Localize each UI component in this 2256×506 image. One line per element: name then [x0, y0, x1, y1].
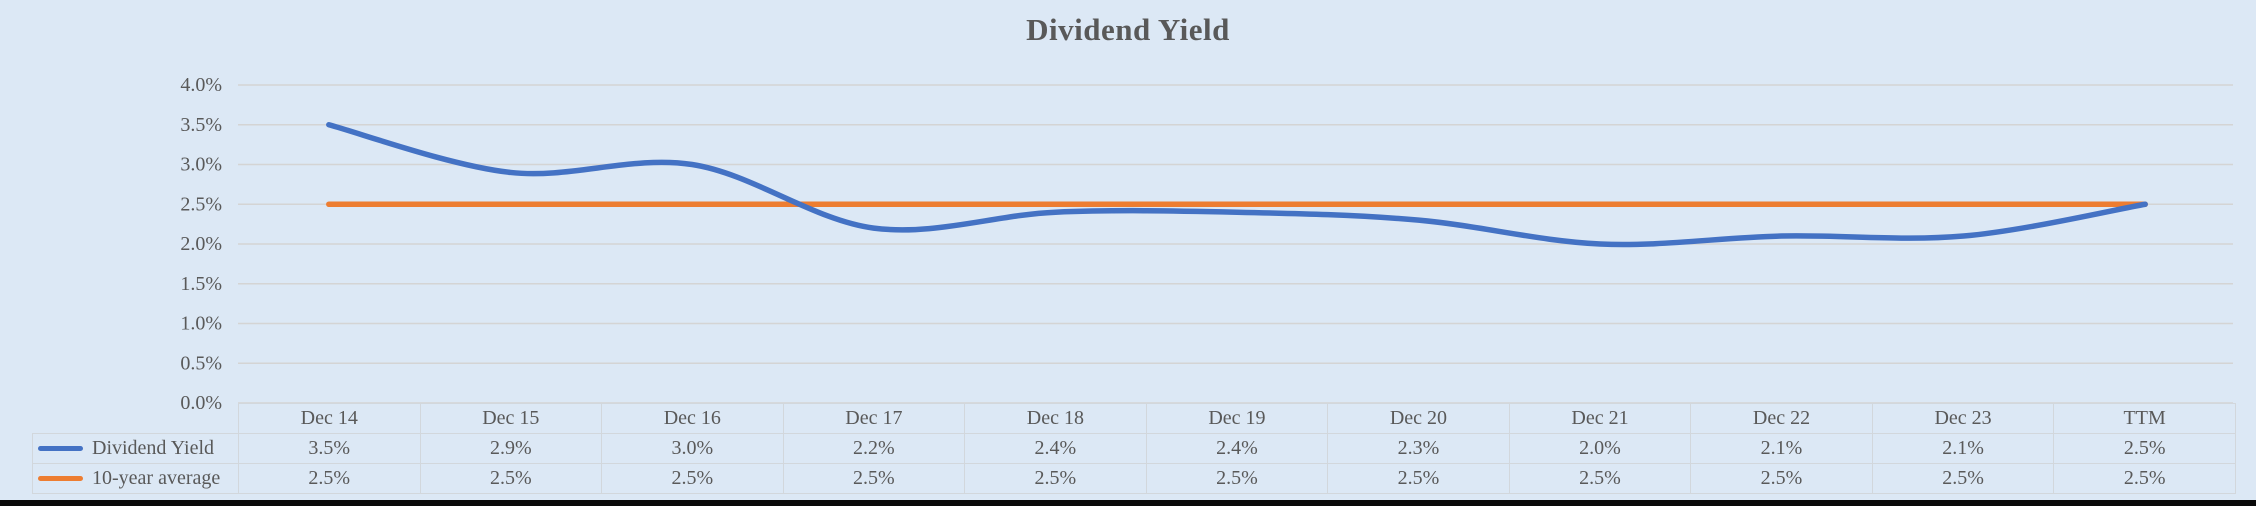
value-cell: 2.5%	[2053, 433, 2236, 464]
legend-header-blank-cell	[33, 404, 239, 434]
y-axis-tick-label: 2.0%	[180, 233, 222, 255]
column-header: Dec 21	[1508, 403, 1692, 434]
value-cell: 2.1%	[1871, 433, 2055, 464]
value-cell: 3.5%	[238, 433, 421, 464]
y-axis-tick-label: 0.0%	[180, 392, 222, 414]
value-cell: 3.0%	[601, 433, 784, 464]
y-axis-tick-label: 1.0%	[180, 313, 222, 335]
column-header: Dec 14	[238, 403, 421, 434]
legend-label: Dividend Yield	[92, 437, 215, 459]
row-legend-cell: Dividend Yield	[32, 433, 239, 464]
y-axis-tick-label: 2.5%	[180, 193, 222, 215]
table-header-row: Dec 14 Dec 15 Dec 16 Dec 17 Dec 18 Dec 19 Dec …	[33, 403, 2236, 434]
column-header: Dec 19	[1145, 403, 1329, 434]
column-header: Dec 22	[1690, 403, 1873, 434]
column-header: Dec 20	[1327, 403, 1510, 434]
value-cell: 2.4%	[1145, 433, 1329, 464]
value-cell: 2.9%	[419, 433, 603, 464]
table-row: Dividend Yield 3.5% 2.9% 3.0% 2.2% 2.4% 2.4% 2.…	[32, 433, 2236, 464]
value-cell: 2.5%	[782, 463, 966, 494]
value-cell: 2.3%	[1327, 433, 1510, 464]
value-cell: 2.5%	[419, 463, 603, 494]
value-cell: 2.5%	[238, 463, 421, 494]
legend-line-swatch	[38, 446, 83, 451]
column-header: Dec 15	[419, 403, 603, 434]
chart-title: Dividend Yield	[1026, 12, 1230, 47]
value-cell: 2.5%	[1327, 463, 1510, 494]
value-cell: 2.5%	[1508, 463, 1692, 494]
legend-line-swatch	[38, 476, 83, 481]
column-header: Dec 17	[782, 403, 966, 434]
value-cell: 2.5%	[1690, 463, 1873, 494]
row-legend-cell: 10-year average	[32, 463, 239, 494]
series-line-dividend-yield	[326, 122, 2148, 248]
y-axis-tick-label: 1.5%	[180, 273, 222, 295]
y-axis-tick-label: 4.0%	[180, 74, 222, 96]
column-header: Dec 23	[1871, 403, 2055, 434]
column-header: TTM	[2053, 403, 2236, 434]
value-cell: 2.4%	[964, 433, 1147, 464]
value-cell: 2.5%	[1145, 463, 1329, 494]
value-cell: 2.5%	[2053, 463, 2236, 494]
value-cell: 2.2%	[782, 433, 966, 464]
value-cell: 2.1%	[1690, 433, 1873, 464]
window-bottom-edge	[0, 500, 2256, 506]
column-header: Dec 18	[964, 403, 1147, 434]
table-row: 10-year average 2.5% 2.5% 2.5% 2.5% 2.5% 2.5% 2…	[32, 463, 2236, 494]
y-axis-tick-label: 3.0%	[180, 154, 222, 176]
value-cell: 2.5%	[1871, 463, 2055, 494]
legend-label: 10-year average	[92, 467, 221, 489]
value-cell: 2.5%	[964, 463, 1147, 494]
column-header: Dec 16	[601, 403, 784, 434]
y-axis-tick-label: 0.5%	[180, 352, 222, 374]
y-axis-tick-label: 3.5%	[180, 114, 222, 136]
value-cell: 2.0%	[1508, 433, 1692, 464]
value-cell: 2.5%	[601, 463, 784, 494]
data-table: Dec 14 Dec 15 Dec 16 Dec 17 Dec 18 Dec 19 Dec …	[32, 403, 2236, 494]
